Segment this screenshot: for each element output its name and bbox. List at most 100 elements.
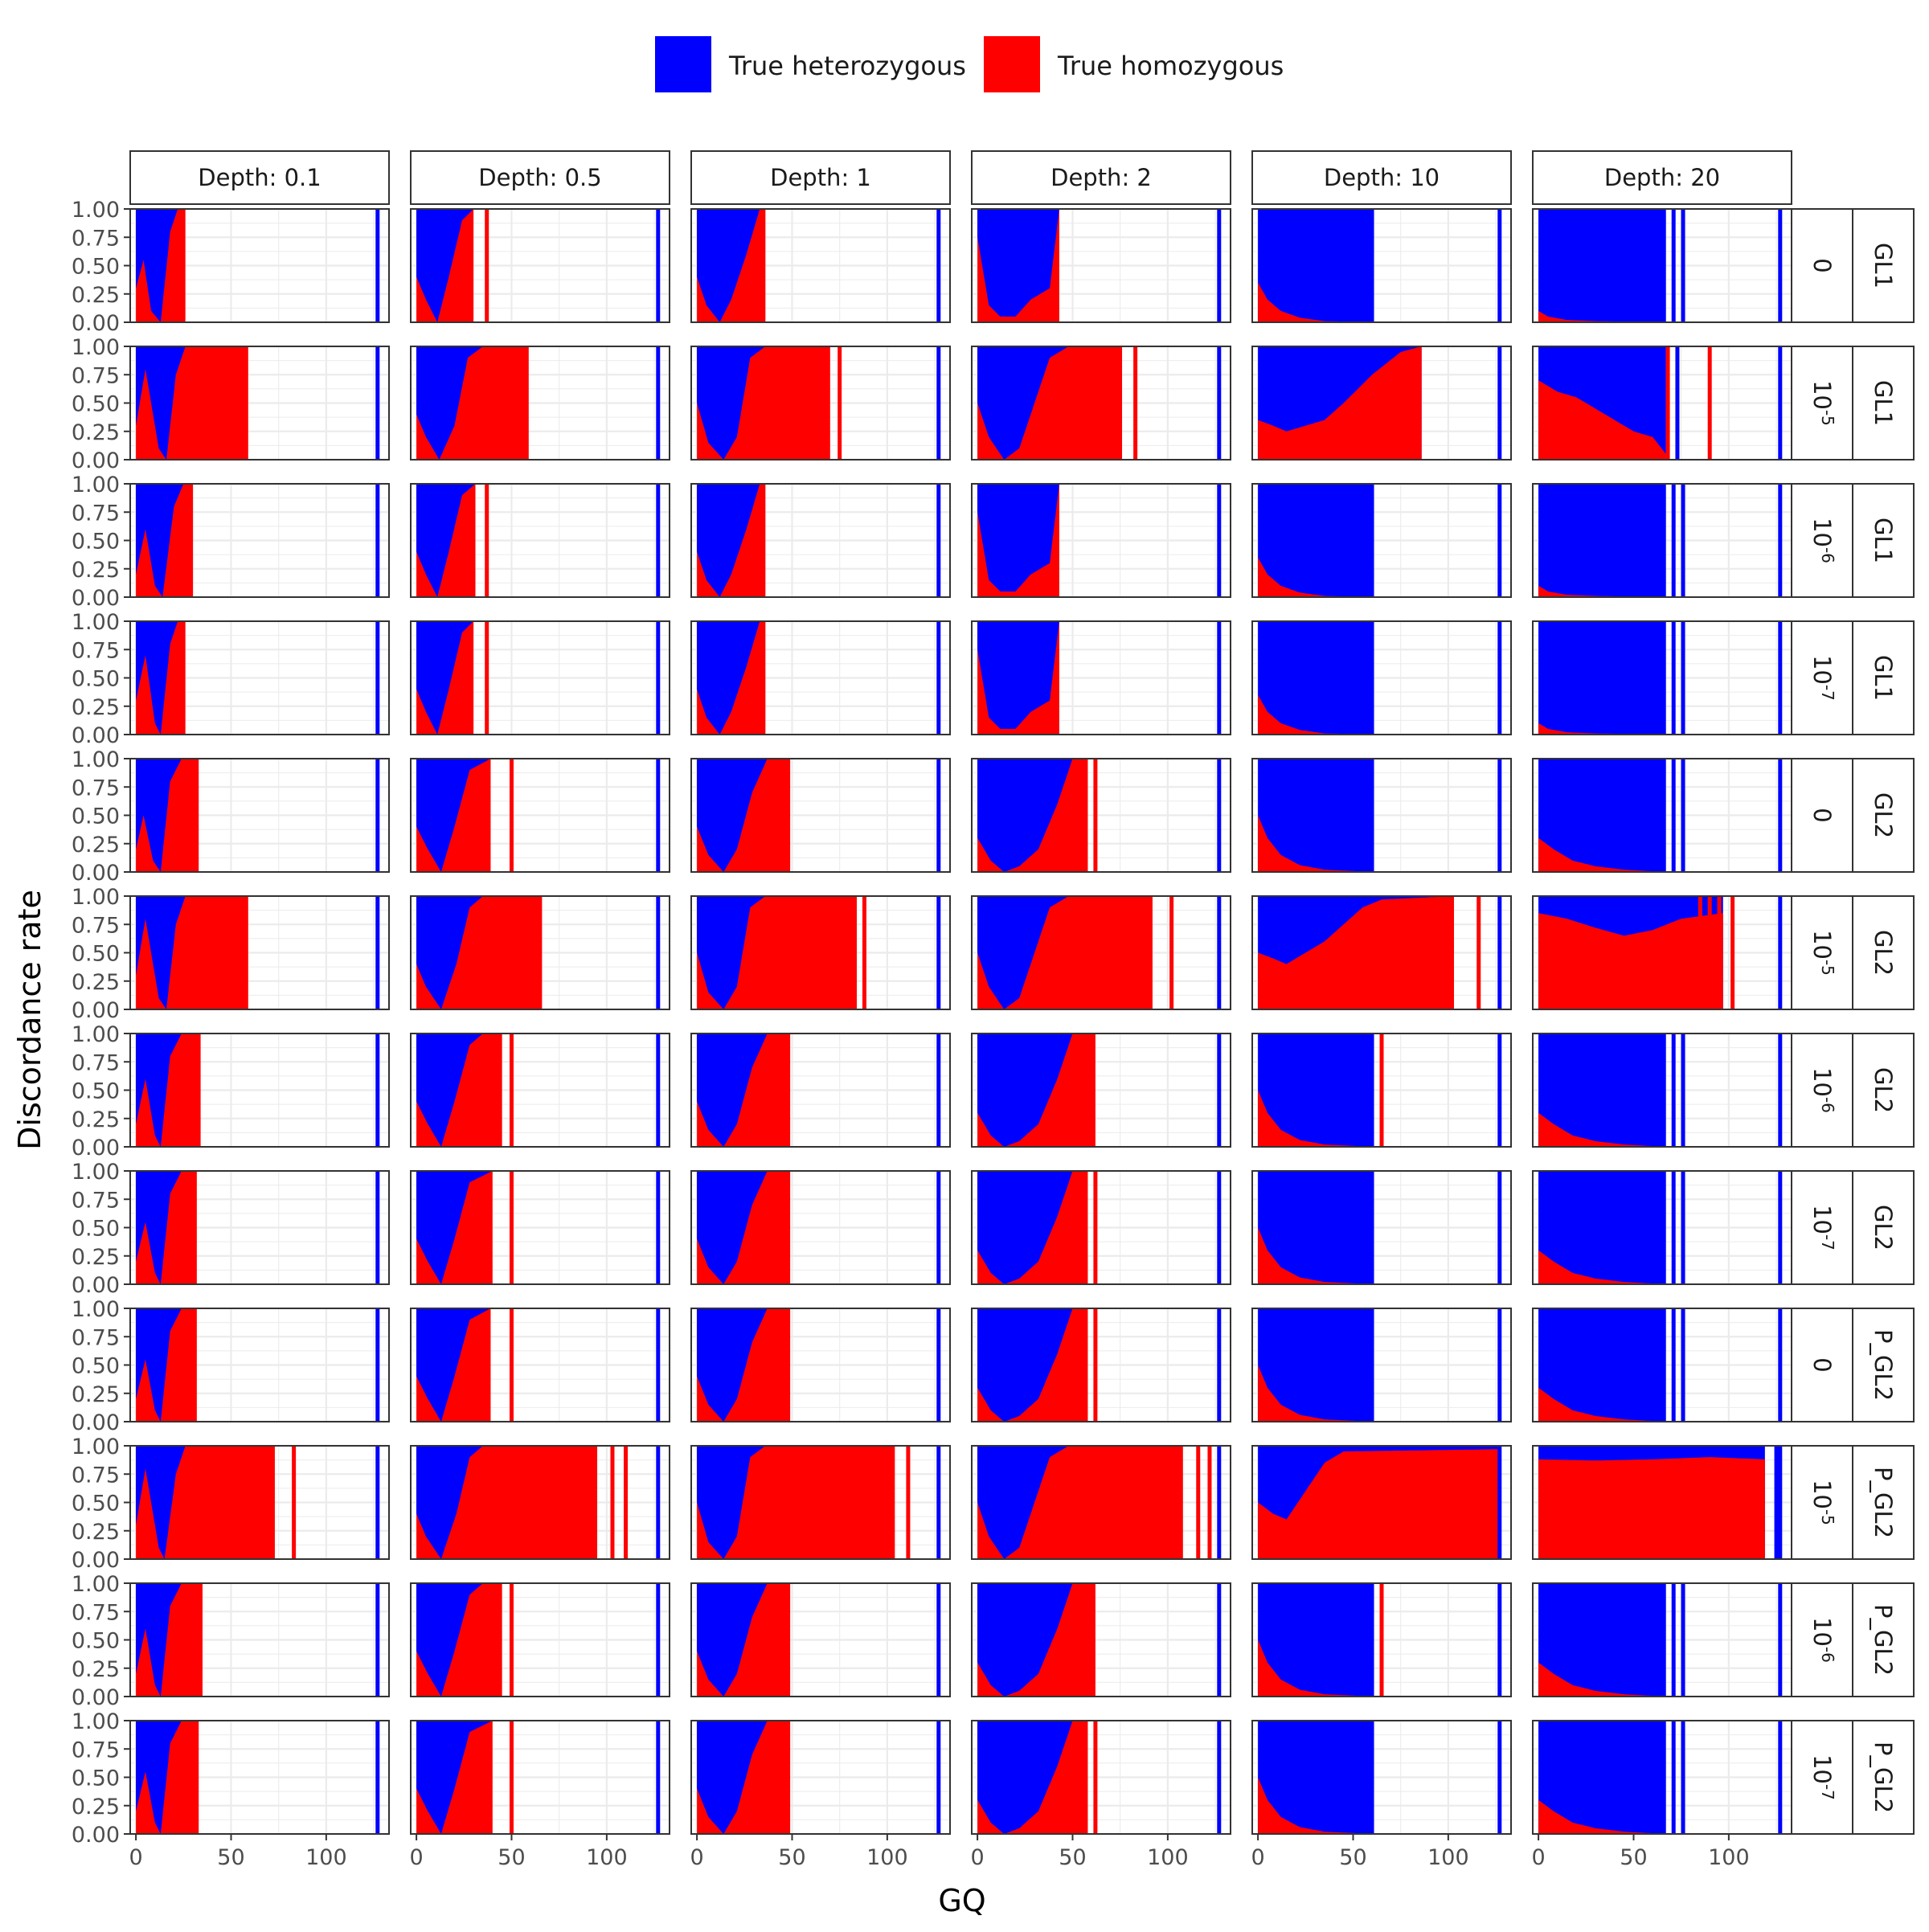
bar-het bbox=[977, 759, 1088, 872]
y-tick-label: 0.75 bbox=[72, 1188, 120, 1213]
bar-het bbox=[136, 621, 186, 735]
bar-het bbox=[136, 1034, 201, 1147]
bar-het bbox=[697, 759, 791, 872]
bar-hom-spike bbox=[610, 1446, 615, 1559]
x-tick-label: 100 bbox=[305, 1845, 347, 1870]
bar-het bbox=[977, 1583, 1096, 1697]
bar-het-spike bbox=[375, 1034, 380, 1147]
bar-het-spike bbox=[1778, 484, 1783, 597]
facet-panel bbox=[971, 757, 1231, 874]
bar-het bbox=[136, 1583, 203, 1697]
y-tick-label: 1.00 bbox=[72, 473, 120, 497]
y-tick-label: 0.00 bbox=[72, 1685, 120, 1710]
row-strip-label: 10-5 bbox=[1808, 930, 1837, 976]
row-strip-panel bbox=[1852, 1308, 1915, 1422]
row-strip-panel-label: P_GL2 bbox=[1870, 1329, 1897, 1401]
legend: True heterozygous True homozygous bbox=[655, 36, 1284, 92]
row-strip bbox=[1791, 1582, 1853, 1697]
bar-het-spike bbox=[375, 484, 380, 597]
y-tick-label: 1.00 bbox=[72, 885, 120, 910]
bar-het bbox=[977, 1721, 1088, 1834]
facet-panel bbox=[690, 894, 951, 1011]
row-strip-label: 0 bbox=[1808, 1357, 1836, 1372]
bar-hom-spike bbox=[1093, 759, 1098, 872]
bar-hom bbox=[1538, 1250, 1666, 1284]
facet-panel bbox=[410, 757, 670, 874]
bar-het-spike bbox=[936, 1034, 941, 1147]
x-axis-title: GQ bbox=[938, 1883, 985, 1918]
x-tick-label: 50 bbox=[1339, 1845, 1366, 1870]
bar-hom bbox=[1538, 1387, 1666, 1422]
bar-het-spike bbox=[375, 1171, 380, 1284]
bar-hom bbox=[1258, 1227, 1374, 1284]
y-tick-label: 0.50 bbox=[72, 1354, 120, 1379]
facet-panel bbox=[410, 1444, 670, 1561]
facet-panel bbox=[1532, 1307, 1792, 1423]
facet-panel bbox=[971, 620, 1231, 736]
bar-het-spike bbox=[1497, 484, 1502, 597]
bar-het-spike bbox=[936, 209, 941, 322]
facet-panel bbox=[690, 482, 951, 599]
bar-het-spike bbox=[936, 346, 941, 460]
bar-het-spike bbox=[1217, 1583, 1222, 1697]
y-tick-label: 0.75 bbox=[72, 1463, 120, 1488]
y-tick-label: 0.00 bbox=[72, 586, 120, 611]
row-strip-panel bbox=[1852, 208, 1915, 323]
bar-het bbox=[416, 1721, 493, 1834]
bar-hom-spike bbox=[906, 1446, 911, 1559]
bar-het-spike bbox=[936, 1583, 941, 1697]
bar-het-spike bbox=[375, 1721, 380, 1834]
bar-het-spike bbox=[375, 1446, 380, 1559]
row-strip-panel bbox=[1852, 1720, 1915, 1835]
row-strip-panel bbox=[1852, 620, 1915, 735]
row-strip bbox=[1791, 208, 1853, 323]
facet-panel bbox=[1532, 1582, 1792, 1698]
row-strip-label: 10-7 bbox=[1808, 655, 1837, 701]
row-strip-label: 10-5 bbox=[1808, 1480, 1837, 1525]
y-tick-label: 1.00 bbox=[72, 335, 120, 360]
bar-het-spike bbox=[1497, 346, 1502, 460]
facet-panel bbox=[1251, 1444, 1512, 1561]
bar-het bbox=[136, 896, 248, 1009]
bar-hom-spike bbox=[509, 1171, 514, 1284]
bar-het-spike bbox=[1778, 1308, 1783, 1422]
y-tick-label: 0.50 bbox=[72, 1079, 120, 1104]
bar-het bbox=[697, 346, 830, 460]
y-tick-label: 0.25 bbox=[72, 1795, 120, 1819]
facet-panel bbox=[410, 482, 670, 599]
row-strip-panel bbox=[1852, 758, 1915, 873]
row-strip-panel bbox=[1852, 895, 1915, 1010]
x-tick-label: 0 bbox=[690, 1845, 704, 1870]
row-strip-panel bbox=[1852, 1582, 1915, 1697]
bar-het bbox=[136, 1721, 199, 1834]
bar-het-spike bbox=[1778, 896, 1783, 1009]
facet-panel bbox=[1251, 894, 1512, 1011]
bar-het-spike bbox=[1671, 1583, 1676, 1697]
bar-hom bbox=[1258, 1365, 1374, 1422]
row-strip-panel-label: GL1 bbox=[1870, 380, 1897, 426]
facet-panel bbox=[129, 757, 390, 874]
bar-hom-spike bbox=[1476, 896, 1481, 1009]
y-tick-label: 1.00 bbox=[72, 610, 120, 635]
y-tick-label: 0.00 bbox=[72, 1410, 120, 1435]
y-tick-label: 0.00 bbox=[72, 1273, 120, 1298]
bar-hom bbox=[1538, 1112, 1666, 1147]
bar-hom-spike bbox=[862, 896, 866, 1009]
row-strip-panel-label: GL2 bbox=[1870, 792, 1897, 838]
bar-het bbox=[977, 484, 1059, 591]
bar-het-spike bbox=[1217, 621, 1222, 735]
legend-swatch-het bbox=[655, 36, 711, 92]
bar-het bbox=[977, 1446, 1183, 1559]
facet-panel bbox=[129, 1032, 390, 1148]
row-strip-label: 0 bbox=[1808, 258, 1836, 272]
column-strip bbox=[410, 150, 670, 205]
bar-het-spike bbox=[1497, 209, 1502, 322]
bar-het bbox=[977, 896, 1153, 1009]
bar-hom-spike bbox=[509, 1721, 514, 1834]
bar-het-spike bbox=[1681, 1171, 1685, 1284]
bar-het-spike bbox=[1217, 484, 1222, 597]
row-strip bbox=[1791, 483, 1853, 598]
bar-het bbox=[416, 346, 529, 460]
bar-het-spike bbox=[656, 759, 661, 872]
